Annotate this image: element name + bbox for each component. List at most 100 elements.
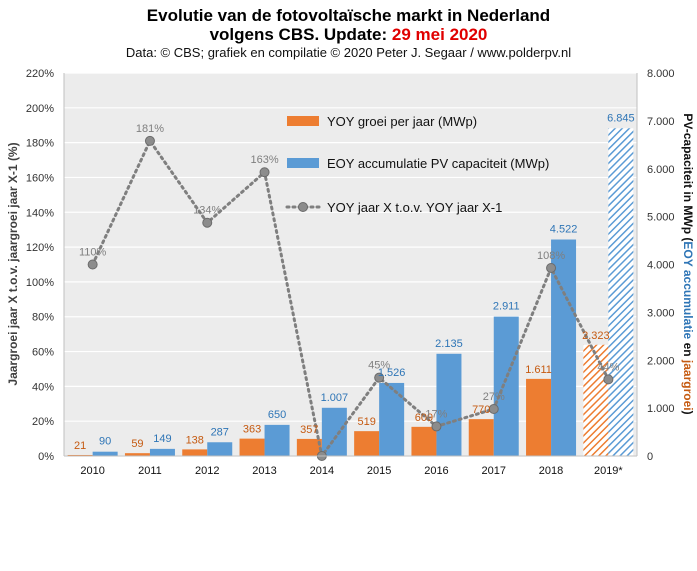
x-axis-tick-label: 2011 — [138, 465, 162, 477]
legend-label: YOY jaar X t.o.v. YOY jaar X-1 — [327, 200, 502, 215]
right-axis-title-mid: en — [681, 339, 695, 360]
eoy-bar — [551, 239, 577, 456]
growth-value-label: 27% — [483, 391, 505, 403]
x-axis-tick-label: 2017 — [482, 465, 506, 477]
eoy-bar — [493, 316, 519, 456]
right-axis-tick-label: 0 — [647, 451, 653, 463]
growth-value-label: 163% — [250, 154, 278, 166]
yoy-bar — [468, 419, 494, 456]
growth-line — [91, 137, 610, 460]
growth-point — [144, 135, 155, 146]
left-axis-tick-label: 60% — [32, 347, 54, 359]
left-axis-tick-label: 80% — [32, 312, 54, 324]
chart-source-line: Data: © CBS; grafiek en compilatie © 202… — [125, 45, 572, 60]
yoy-bar — [239, 438, 265, 456]
growth-value-label: 181% — [136, 123, 164, 135]
x-axis-tick-label: 2018 — [539, 465, 563, 477]
right-axis-tick-label: 8.000 — [647, 68, 675, 80]
growth-value-label: 134% — [193, 205, 221, 217]
eoy-bar — [92, 451, 118, 456]
chart-title-line1: Evolutie van de fotovoltaïsche markt in … — [146, 6, 551, 25]
yoy-bar — [583, 344, 609, 456]
left-axis-tick-label: 0% — [38, 451, 54, 463]
yoy-value-label: 770 — [472, 404, 490, 416]
axes: 0% 20% 40% 60% 80% 100% 120% 140% 160% 180% 200% 22… — [6, 68, 695, 477]
right-axis-tick-label: 1.000 — [647, 403, 675, 415]
yoy-bar — [296, 438, 322, 456]
growth-point — [374, 372, 385, 383]
left-axis-tick-label: 220% — [26, 68, 54, 80]
eoy-value-label: 2.135 — [435, 338, 463, 350]
yoy-value-label: 1.611 — [525, 364, 552, 376]
right-axis-tick-label: 6.000 — [647, 164, 675, 176]
growth-value-label: 110% — [79, 247, 107, 259]
growth-point — [488, 403, 499, 414]
right-axis-title-suffix: ) — [681, 411, 695, 415]
growth-point — [87, 259, 98, 270]
right-axis-tick-label: 7.000 — [647, 116, 675, 128]
eoy-bar — [149, 448, 175, 456]
right-axis-title-prefix: PV-capaciteit in MWp ( — [681, 113, 695, 241]
data-labels: 21 90 59 149 138 287 363 650 357 1.007 519 1.526 609… — [74, 112, 635, 452]
right-axis-title: PV-capaciteit in MWp (EOY accumulatie en… — [681, 113, 695, 414]
yoy-value-label: 59 — [131, 438, 143, 450]
eoy-bar — [436, 353, 462, 456]
yoy-value-label: 519 — [357, 416, 375, 428]
growth-point — [259, 167, 270, 178]
yoy-bar — [526, 378, 552, 456]
eoy-value-label: 650 — [268, 409, 286, 421]
left-axis-tick-label: 180% — [26, 138, 54, 150]
growth-point — [431, 421, 442, 432]
growth-point — [603, 374, 614, 385]
yoy-bar — [124, 453, 150, 456]
growth-point — [202, 217, 213, 228]
x-axis-tick-label: 2012 — [195, 465, 219, 477]
right-axis-tick-label: 4.000 — [647, 260, 675, 272]
title-update-date: 29 mei 2020 — [391, 25, 488, 44]
eoy-value-label: 149 — [153, 433, 171, 445]
x-axis-tick-label: 2013 — [252, 465, 276, 477]
yoy-bar — [411, 426, 437, 456]
yoy-value-label: 21 — [74, 440, 86, 452]
left-axis-tick-label: 140% — [26, 207, 54, 219]
legend: YOY groei per jaar (MWp) EOY accumulatie … — [285, 114, 549, 215]
yoy-bar — [182, 449, 208, 456]
x-axis-tick-label: 2016 — [424, 465, 448, 477]
x-axis-tick-label: 2015 — [367, 465, 391, 477]
eoy-bar — [207, 442, 233, 456]
left-axis-tick-label: 40% — [32, 381, 54, 393]
yoy-value-label: 363 — [243, 424, 261, 436]
growth-point — [546, 262, 557, 273]
legend-label: YOY groei per jaar (MWp) — [327, 114, 477, 129]
yoy-value-label: 2.323 — [582, 330, 610, 342]
eoy-bar — [321, 407, 347, 456]
eoy-value-label: 90 — [99, 436, 111, 448]
left-axis-tick-label: 20% — [32, 416, 54, 428]
eoy-value-label: 1.007 — [321, 392, 349, 404]
yoy-value-label: 138 — [186, 434, 204, 446]
eoy-value-label: 287 — [211, 426, 229, 438]
title-update-prefix: volgens CBS. Update: — [209, 25, 388, 44]
eoy-bar — [264, 424, 290, 456]
bars — [67, 128, 634, 456]
eoy-value-label: 6.845 — [607, 112, 635, 124]
x-axis-tick-label: 2014 — [310, 465, 334, 477]
right-axis-title-yoy: jaargroei — [681, 359, 695, 411]
legend-swatch — [287, 116, 319, 126]
right-axis-tick-label: 5.000 — [647, 212, 675, 224]
right-axis-tick-label: 2.000 — [647, 355, 675, 367]
eoy-value-label: 2.911 — [493, 301, 520, 313]
growth-value-label: 44% — [597, 361, 619, 373]
legend-swatch — [287, 158, 319, 168]
chart-title-line2: volgens CBS. Update: 29 mei 2020 — [0, 25, 697, 45]
yoy-bar — [67, 454, 93, 456]
right-axis-tick-label: 3.000 — [647, 307, 675, 319]
left-axis-tick-label: 120% — [26, 242, 54, 254]
yoy-bar — [354, 431, 380, 456]
growth-value-label: 45% — [368, 360, 390, 372]
growth-line-series — [87, 135, 614, 461]
x-axis-tick-label: 2010 — [80, 465, 104, 477]
growth-value-label: 17% — [425, 408, 447, 420]
eoy-value-label: 4.522 — [550, 224, 578, 236]
